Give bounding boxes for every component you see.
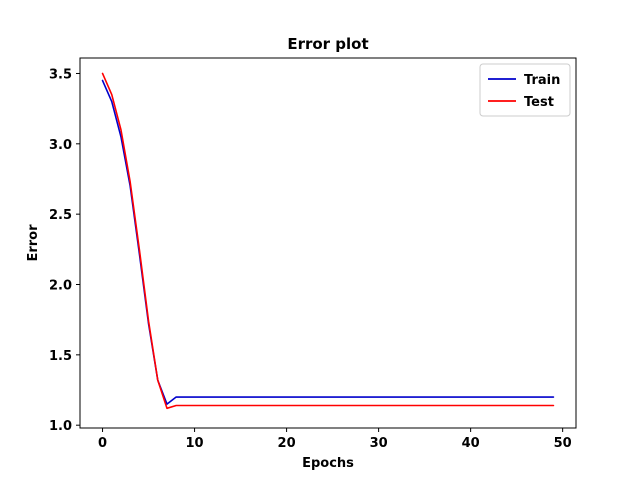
y-tick-label: 2.5 (49, 208, 72, 223)
y-tick-label: 3.0 (49, 138, 72, 153)
y-tick-label: 1.0 (49, 419, 72, 434)
y-axis: 1.0 1.5 2.0 2.5 3.0 3.5 (49, 67, 80, 434)
x-tick-label: 0 (98, 436, 107, 451)
chart-title: Error plot (287, 35, 368, 53)
x-axis: 0 10 20 30 40 50 (98, 428, 572, 451)
x-axis-title: Epochs (302, 456, 354, 471)
x-tick-label: 50 (554, 436, 572, 451)
y-axis-title: Error (26, 224, 41, 262)
x-tick-label: 10 (186, 436, 204, 451)
series-line-test (101, 72, 555, 410)
plot-frame (79, 57, 577, 429)
legend: Train Test (479, 63, 571, 117)
x-tick-label: 20 (278, 436, 296, 451)
series-layer (101, 72, 555, 410)
y-tick-label: 3.5 (49, 67, 72, 82)
y-tick-label: 1.5 (49, 349, 72, 364)
legend-label-train: Train (524, 73, 560, 88)
y-tick-label: 2.0 (49, 279, 72, 294)
x-tick-label: 40 (462, 436, 480, 451)
legend-label-test: Test (524, 95, 554, 110)
series-line-train (101, 79, 555, 405)
x-tick-label: 30 (370, 436, 388, 451)
legend-box (479, 63, 571, 117)
